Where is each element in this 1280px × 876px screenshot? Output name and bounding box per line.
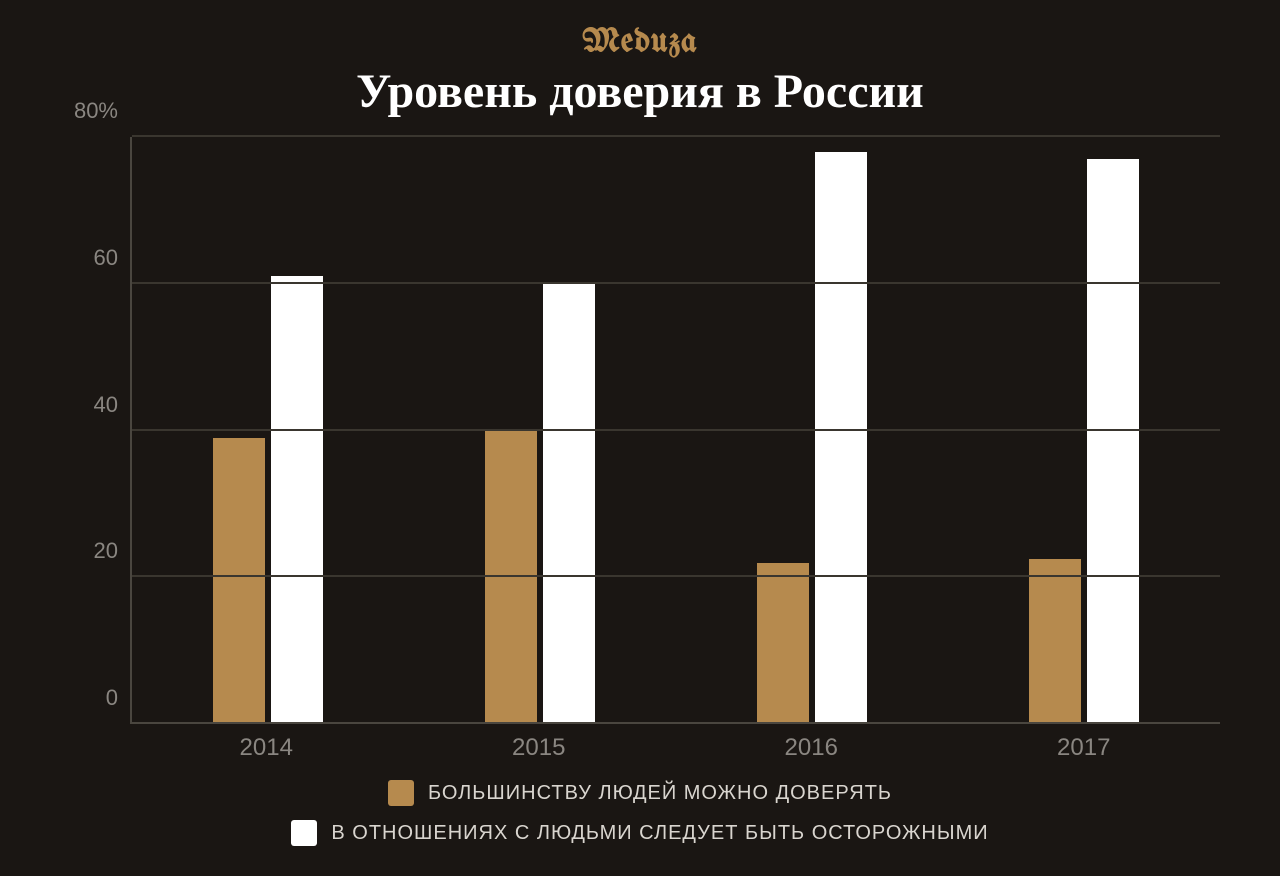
x-tick-label: 2015 [403, 724, 676, 772]
bar-group [132, 137, 404, 724]
gridline [132, 575, 1220, 577]
chart-title: Уровень доверия в России [60, 64, 1220, 119]
legend-item-trust: БОЛЬШИНСТВУ ЛЮДЕЙ МОЖНО ДОВЕРЯТЬ [388, 780, 892, 806]
legend-swatch [388, 780, 414, 806]
legend: БОЛЬШИНСТВУ ЛЮДЕЙ МОЖНО ДОВЕРЯТЬ В ОТНОШЕ… [60, 780, 1220, 846]
bar-cautious [815, 152, 867, 724]
y-tick-label: 0 [106, 685, 118, 711]
gridline [132, 282, 1220, 284]
bar-trust [213, 438, 265, 724]
bar-trust [757, 563, 809, 724]
bar-cautious [271, 276, 323, 724]
plot-row: 020406080% [60, 137, 1220, 724]
chart-container: Meduza Уровень доверия в России 0 20 40 60 8… [0, 0, 1280, 876]
y-axis: 020406080% [60, 137, 130, 724]
y-tick-label: 80% [74, 98, 118, 124]
legend-label: БОЛЬШИНСТВУ ЛЮДЕЙ МОЖНО ДОВЕРЯТЬ [428, 782, 892, 805]
bar-cautious [1087, 159, 1139, 724]
bar-group [676, 137, 948, 724]
gridline [132, 429, 1220, 431]
gridline [132, 135, 1220, 137]
brand-logo: Meduza [60, 24, 1220, 60]
x-tick-label: 2016 [675, 724, 948, 772]
bar-group [948, 137, 1220, 724]
bar-group [404, 137, 676, 724]
plot-area [130, 137, 1220, 724]
y-tick-label: 20 [94, 538, 118, 564]
y-tick-label: 60 [94, 245, 118, 271]
bar-trust [1029, 559, 1081, 724]
legend-label: В ОТНОШЕНИЯХ С ЛЮДЬМИ СЛЕДУЕТ БЫТЬ ОСТОР… [331, 822, 988, 845]
bar-groups [132, 137, 1220, 724]
bar-cautious [543, 284, 595, 724]
x-axis-row: 2014201520162017 [60, 724, 1220, 772]
bar-trust [485, 431, 537, 725]
x-tick-label: 2014 [130, 724, 403, 772]
x-axis-labels: 2014201520162017 [130, 724, 1220, 772]
x-tick-label: 2017 [948, 724, 1221, 772]
legend-item-cautious: В ОТНОШЕНИЯХ С ЛЮДЬМИ СЛЕДУЕТ БЫТЬ ОСТОР… [291, 820, 988, 846]
legend-swatch [291, 820, 317, 846]
x-axis-line [132, 722, 1220, 724]
chart: 020406080% 2014201520162017 БОЛЬШИНСТВУ … [60, 137, 1220, 846]
y-tick-label: 40 [94, 392, 118, 418]
x-axis-spacer [60, 724, 130, 772]
